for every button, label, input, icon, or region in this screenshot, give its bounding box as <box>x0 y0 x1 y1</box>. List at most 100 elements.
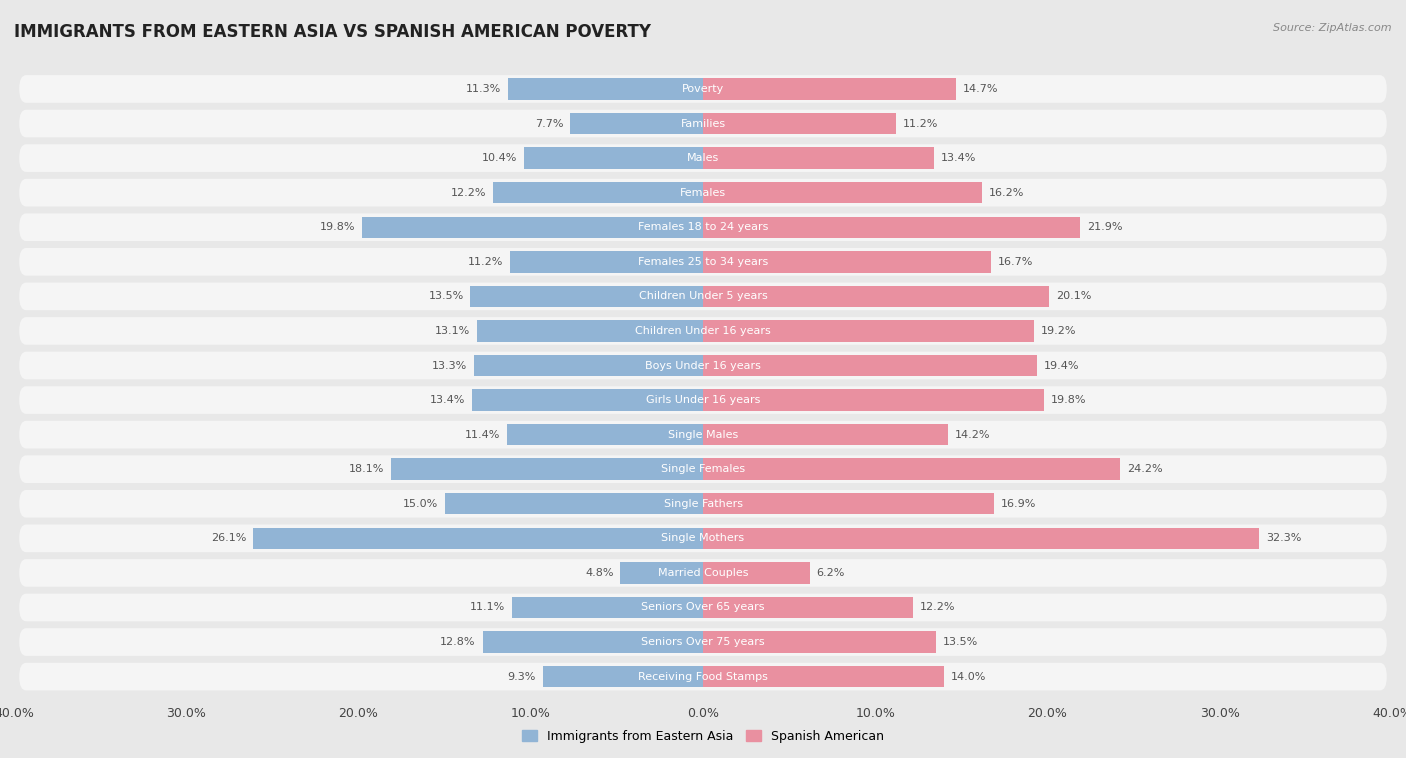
Text: 14.7%: 14.7% <box>963 84 998 94</box>
Text: 19.2%: 19.2% <box>1040 326 1076 336</box>
Text: 19.8%: 19.8% <box>1050 395 1087 405</box>
Text: Males: Males <box>688 153 718 163</box>
Bar <box>703 113 896 134</box>
Bar <box>482 631 703 653</box>
Text: Seniors Over 75 years: Seniors Over 75 years <box>641 637 765 647</box>
Bar <box>703 597 912 619</box>
Text: 12.8%: 12.8% <box>440 637 475 647</box>
Bar <box>703 355 1038 376</box>
Bar <box>703 147 934 169</box>
Bar <box>391 459 703 480</box>
Text: Boys Under 16 years: Boys Under 16 years <box>645 361 761 371</box>
FancyBboxPatch shape <box>20 317 1386 345</box>
Text: 13.1%: 13.1% <box>436 326 471 336</box>
FancyBboxPatch shape <box>20 179 1386 206</box>
Text: 24.2%: 24.2% <box>1126 464 1163 475</box>
Text: 16.2%: 16.2% <box>988 188 1025 198</box>
Bar <box>478 320 703 342</box>
FancyBboxPatch shape <box>20 490 1386 518</box>
Text: Families: Families <box>681 118 725 129</box>
Text: 15.0%: 15.0% <box>402 499 437 509</box>
FancyBboxPatch shape <box>20 387 1386 414</box>
Text: IMMIGRANTS FROM EASTERN ASIA VS SPANISH AMERICAN POVERTY: IMMIGRANTS FROM EASTERN ASIA VS SPANISH … <box>14 23 651 41</box>
Text: 6.2%: 6.2% <box>817 568 845 578</box>
Bar <box>494 182 703 203</box>
Text: Females 25 to 34 years: Females 25 to 34 years <box>638 257 768 267</box>
Text: Females: Females <box>681 188 725 198</box>
FancyBboxPatch shape <box>20 248 1386 276</box>
Text: 19.4%: 19.4% <box>1045 361 1080 371</box>
Text: 11.3%: 11.3% <box>467 84 502 94</box>
Text: 32.3%: 32.3% <box>1267 534 1302 543</box>
Bar <box>474 355 703 376</box>
Bar <box>512 597 703 619</box>
Text: 14.0%: 14.0% <box>950 672 987 681</box>
Text: 11.4%: 11.4% <box>464 430 499 440</box>
Bar <box>471 286 703 307</box>
Bar <box>703 182 981 203</box>
Text: 18.1%: 18.1% <box>349 464 384 475</box>
Text: Children Under 5 years: Children Under 5 years <box>638 291 768 302</box>
Text: Receiving Food Stamps: Receiving Food Stamps <box>638 672 768 681</box>
Text: 10.4%: 10.4% <box>482 153 517 163</box>
Bar <box>703 78 956 100</box>
Bar <box>509 78 703 100</box>
Text: Girls Under 16 years: Girls Under 16 years <box>645 395 761 405</box>
Text: 16.7%: 16.7% <box>997 257 1033 267</box>
Text: 11.2%: 11.2% <box>903 118 938 129</box>
Text: 12.2%: 12.2% <box>450 188 486 198</box>
Text: 9.3%: 9.3% <box>508 672 536 681</box>
Text: 13.4%: 13.4% <box>430 395 465 405</box>
FancyBboxPatch shape <box>20 283 1386 310</box>
Text: 7.7%: 7.7% <box>536 118 564 129</box>
Bar <box>510 251 703 273</box>
Text: Married Couples: Married Couples <box>658 568 748 578</box>
Text: Seniors Over 65 years: Seniors Over 65 years <box>641 603 765 612</box>
Text: Single Females: Single Females <box>661 464 745 475</box>
Bar <box>703 424 948 446</box>
Bar <box>703 251 991 273</box>
FancyBboxPatch shape <box>20 352 1386 379</box>
FancyBboxPatch shape <box>20 214 1386 241</box>
Text: Children Under 16 years: Children Under 16 years <box>636 326 770 336</box>
FancyBboxPatch shape <box>20 628 1386 656</box>
FancyBboxPatch shape <box>20 456 1386 483</box>
Text: 13.3%: 13.3% <box>432 361 467 371</box>
Text: 11.2%: 11.2% <box>468 257 503 267</box>
Text: Single Males: Single Males <box>668 430 738 440</box>
Text: Poverty: Poverty <box>682 84 724 94</box>
Bar <box>703 390 1045 411</box>
Text: 20.1%: 20.1% <box>1056 291 1091 302</box>
Text: 19.8%: 19.8% <box>319 222 356 232</box>
Text: Single Mothers: Single Mothers <box>661 534 745 543</box>
Bar <box>703 320 1033 342</box>
Text: 26.1%: 26.1% <box>211 534 246 543</box>
Bar <box>543 666 703 688</box>
Text: 13.5%: 13.5% <box>942 637 977 647</box>
Text: 16.9%: 16.9% <box>1001 499 1036 509</box>
Legend: Immigrants from Eastern Asia, Spanish American: Immigrants from Eastern Asia, Spanish Am… <box>517 725 889 747</box>
Text: 11.1%: 11.1% <box>470 603 505 612</box>
Bar <box>524 147 703 169</box>
FancyBboxPatch shape <box>20 525 1386 552</box>
Text: 4.8%: 4.8% <box>585 568 613 578</box>
Text: Single Fathers: Single Fathers <box>664 499 742 509</box>
FancyBboxPatch shape <box>20 662 1386 691</box>
Text: 13.5%: 13.5% <box>429 291 464 302</box>
Text: Source: ZipAtlas.com: Source: ZipAtlas.com <box>1274 23 1392 33</box>
Bar <box>703 666 945 688</box>
Bar <box>703 528 1260 549</box>
FancyBboxPatch shape <box>20 110 1386 137</box>
Text: Females 18 to 24 years: Females 18 to 24 years <box>638 222 768 232</box>
FancyBboxPatch shape <box>20 559 1386 587</box>
Text: 13.4%: 13.4% <box>941 153 976 163</box>
Bar <box>703 217 1080 238</box>
Text: 14.2%: 14.2% <box>955 430 990 440</box>
Bar <box>703 562 810 584</box>
FancyBboxPatch shape <box>20 594 1386 622</box>
Bar <box>253 528 703 549</box>
Bar <box>703 493 994 515</box>
Bar <box>472 390 703 411</box>
Bar <box>703 459 1119 480</box>
Text: 12.2%: 12.2% <box>920 603 956 612</box>
